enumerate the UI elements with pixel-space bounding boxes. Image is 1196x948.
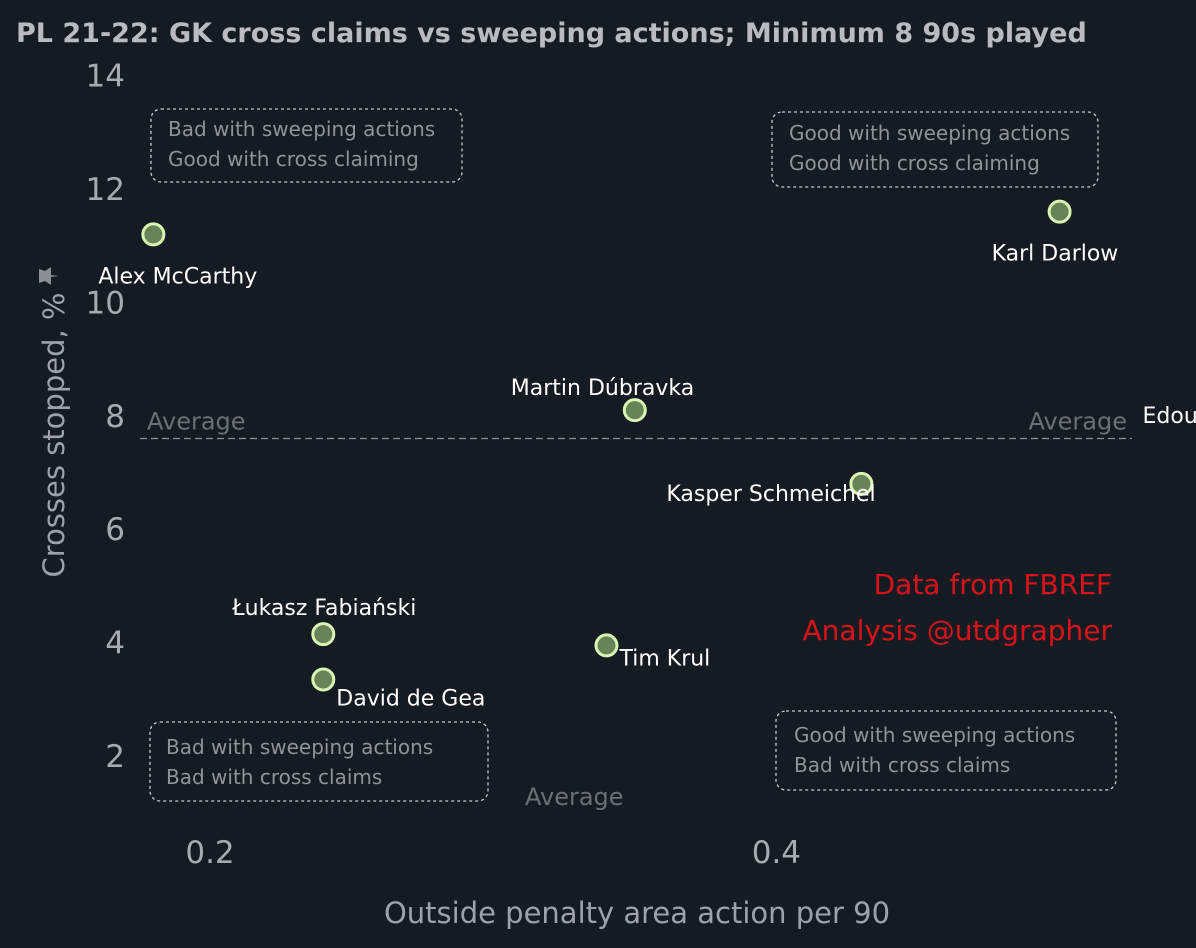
credits: Data from FBREF Analysis @utdgrapher [803,568,1113,647]
chart-title: PL 21-22: GK cross claims vs sweeping ac… [16,18,1087,49]
point-alex-mccarthy[interactable] [141,222,166,247]
label-martin-dubravka: Martin Dúbravka [511,376,694,401]
label-kasper-schmeichel: Kasper Schmeichel [666,482,875,507]
y-tick-label: 8 [105,399,125,435]
y-average-label-right: Average [1028,407,1127,435]
data-source-credit: Data from FBREF [874,568,1112,601]
pin-icon-shape [39,267,59,285]
x-axis-title: Outside penalty area action per 90 [384,896,890,930]
point-martin-dubravka[interactable] [622,398,647,423]
quadrant-label-line: Good with cross claiming [168,147,419,171]
quadrant-bottom-right: Good with sweeping actions Bad with cross… [775,710,1117,791]
y-average-label-left: Average [147,407,246,435]
quadrant-label-line: Bad with sweeping actions [166,735,433,759]
quadrant-top-left: Bad with sweeping actions Good with cross… [150,108,463,183]
y-tick-label: 12 [86,172,125,208]
quadrant-label-line: Bad with cross claims [794,753,1010,777]
x-average-label: Average [525,783,624,811]
label-karl-darlow: Karl Darlow [992,242,1119,267]
point-kasper-schmeichel[interactable] [849,471,874,496]
quadrant-box [775,710,1117,791]
quadrant-box [771,111,1099,188]
point-tim-krul[interactable] [594,633,619,658]
quadrant-label-line: Good with sweeping actions [794,723,1075,747]
quadrant-label-line: Bad with cross claims [166,765,382,789]
y-tick-label: 2 [105,739,125,775]
quadrant-box [149,721,489,802]
quadrant-label-line: Bad with sweeping actions [168,117,435,141]
y-axis-title: Crosses stopped, % [37,293,71,578]
label-lukasz-fabianski: Łukasz Fabiański [231,596,416,621]
y-tick-label: 4 [105,626,125,662]
x-tick-label: 0.4 [752,835,801,871]
label-alex-mccarthy: Alex McCarthy [98,264,257,289]
analysis-credit: Analysis @utdgrapher [803,614,1113,647]
y-tick-label: 10 [86,285,125,321]
quadrant-label-line: Good with sweeping actions [789,121,1070,145]
quadrant-box [150,108,463,183]
data-points [141,199,1072,692]
pin-icon[interactable] [39,267,59,285]
average-lines: Average Average Average [140,407,1132,811]
label-edouard-mendy: Edouard Mendy [1143,404,1196,429]
y-tick-label: 14 [86,59,125,95]
axis-titles: Outside penalty area action per 90 Crosse… [37,267,890,930]
x-tick-label: 0.2 [185,835,234,871]
label-tim-krul: Tim Krul [618,646,710,671]
quadrant-boxes: Bad with sweeping actions Good with cross… [149,108,1117,802]
point-lukasz-fabianski[interactable] [311,622,336,647]
quadrant-bottom-left: Bad with sweeping actions Bad with cross … [149,721,489,802]
point-david-de-gea[interactable] [311,667,336,692]
quadrant-label-line: Good with cross claiming [789,151,1040,175]
label-david-de-gea: David de Gea [336,686,485,711]
point-karl-darlow[interactable] [1047,199,1072,224]
axis-ticks: 0.20.40.60.81.01.21.41.61.82468101214 [86,59,802,871]
quadrant-top-right: Good with sweeping actions Good with cros… [771,111,1099,188]
y-tick-label: 6 [105,512,125,548]
